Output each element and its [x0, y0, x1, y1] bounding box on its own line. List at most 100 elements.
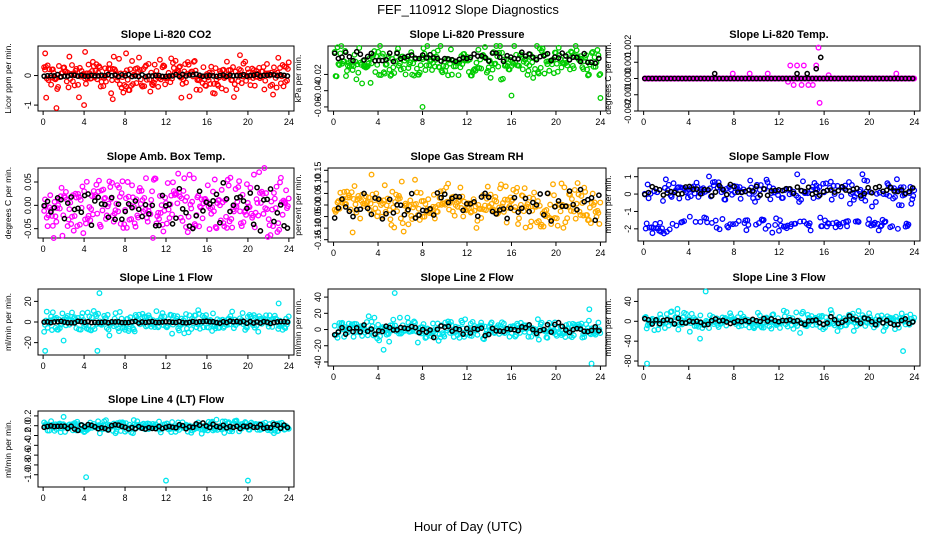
x-tick-label: 12 — [462, 117, 472, 127]
y-tick-label: 0.00 — [313, 196, 323, 214]
data-point — [250, 424, 257, 431]
data-point — [149, 234, 156, 241]
data-point — [285, 313, 292, 320]
data-point — [76, 221, 83, 228]
data-point — [413, 189, 420, 196]
data-point — [675, 315, 682, 322]
data-point — [166, 201, 173, 208]
data-point — [713, 224, 720, 231]
data-point — [124, 76, 131, 83]
data-point — [277, 202, 284, 208]
y-tick-label: 0.0 — [23, 419, 33, 432]
data-point — [70, 227, 77, 234]
data-point — [521, 185, 528, 192]
data-point — [546, 67, 553, 74]
data-point — [283, 187, 290, 194]
data-point — [880, 320, 886, 326]
data-point — [649, 230, 656, 237]
data-point — [413, 65, 420, 72]
data-point — [869, 203, 875, 210]
data-point — [577, 186, 584, 193]
data-point — [662, 176, 669, 183]
data-point — [390, 58, 397, 65]
data-point — [383, 56, 389, 63]
data-point — [794, 62, 800, 69]
data-point — [467, 54, 474, 61]
data-point — [478, 325, 485, 331]
data-point — [53, 218, 60, 225]
data-point — [473, 59, 480, 66]
x-tick-label: 12 — [462, 248, 472, 258]
data-point — [592, 60, 599, 67]
y-tick-label: -0.002 — [623, 98, 633, 124]
data-point — [459, 193, 466, 200]
data-point — [588, 50, 595, 56]
x-tick-label: 20 — [243, 117, 253, 127]
data-point — [762, 225, 769, 232]
data-point — [200, 318, 206, 325]
data-point — [98, 72, 105, 79]
data-point — [389, 188, 396, 195]
panel-5: Slope Gas Stream RH 0 4 8 12 16 20 24 -0.15-0.10… — [293, 151, 607, 258]
data-point — [657, 311, 664, 318]
data-point — [82, 80, 89, 87]
panel-6: Slope Sample Flow 0 4 8 12 16 20 24 -2 -1 0 1 ml/min… — [603, 151, 921, 257]
data-point — [118, 190, 125, 197]
data-point — [817, 214, 824, 221]
data-point — [438, 58, 444, 64]
y-tick-label: 0.2 — [23, 410, 33, 423]
data-point — [459, 61, 466, 68]
data-point — [213, 225, 220, 232]
data-point — [257, 421, 264, 428]
data-point — [139, 213, 145, 220]
data-point — [83, 178, 90, 185]
data-point — [112, 319, 118, 325]
data-point — [538, 319, 545, 326]
data-point — [175, 170, 182, 177]
data-point — [277, 318, 284, 325]
y-axis-label: ml/min per min. — [603, 298, 613, 356]
data-point — [339, 324, 345, 331]
data-point — [95, 310, 102, 317]
data-point — [159, 73, 166, 80]
data-point — [765, 222, 772, 229]
data-point — [390, 204, 397, 211]
data-point — [162, 73, 169, 80]
x-tick-label: 4 — [82, 244, 87, 254]
data-point — [136, 66, 143, 73]
data-point — [500, 58, 507, 65]
data-point — [594, 47, 601, 53]
data-point — [211, 176, 218, 183]
data-point — [813, 189, 819, 196]
data-point — [173, 424, 179, 431]
data-point — [727, 310, 734, 317]
data-point — [98, 319, 105, 326]
data-point — [447, 319, 454, 325]
data-point — [501, 196, 508, 203]
data-point — [716, 182, 723, 189]
data-point — [265, 216, 272, 223]
data-point — [206, 69, 213, 76]
data-point — [108, 194, 115, 201]
data-point — [547, 201, 554, 208]
data-point — [493, 211, 499, 217]
data-point — [60, 413, 67, 420]
data-point — [381, 70, 388, 77]
data-point — [831, 191, 838, 197]
data-point — [254, 424, 260, 431]
y-tick-label: -0.02 — [313, 64, 323, 85]
data-point — [115, 208, 122, 215]
data-point — [555, 44, 562, 51]
data-point — [174, 313, 181, 320]
data-point — [85, 191, 91, 197]
data-point — [878, 312, 885, 319]
data-point — [416, 55, 422, 62]
data-point — [146, 73, 152, 79]
data-point — [379, 50, 386, 57]
data-point — [254, 184, 260, 191]
y-tick-label: -0.06 — [313, 97, 323, 118]
data-point — [277, 179, 283, 186]
data-point — [514, 184, 521, 191]
data-point — [495, 63, 502, 70]
data-point — [227, 174, 234, 181]
